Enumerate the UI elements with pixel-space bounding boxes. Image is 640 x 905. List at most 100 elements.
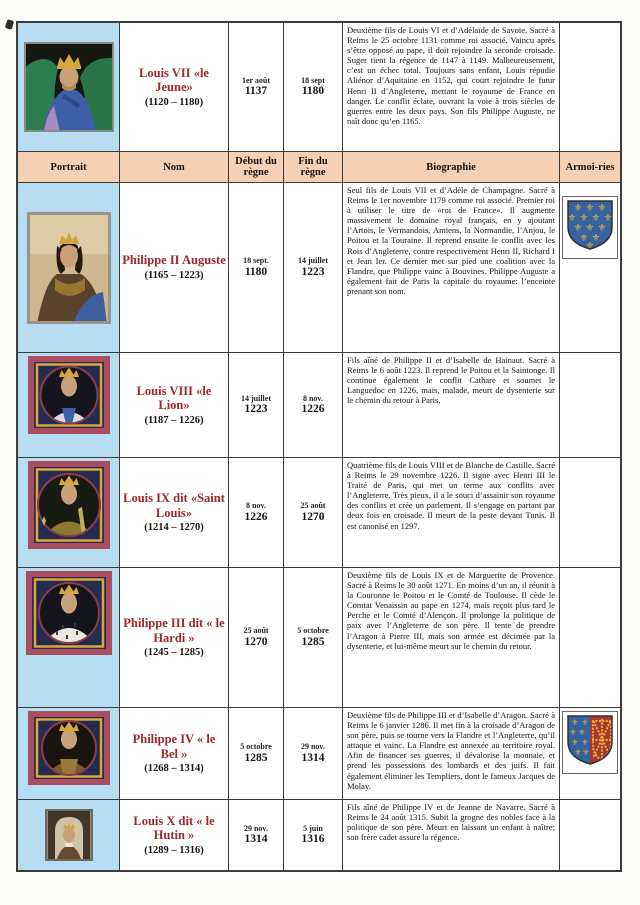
name-cell-louis-viii: Louis VIII «le Lion» (1187 – 1226): [120, 353, 229, 457]
france-navarre-shield-icon: ⚜ ⚜ ⚜ ⚜ ⚜ ⚜ ⚜ ⚜: [567, 715, 613, 765]
reign-end-day: 25 août: [300, 501, 326, 511]
table-row-philippe-iv: Philippe IV « le Bel » (1268 – 1314) 5 o…: [18, 708, 620, 800]
king-name: Philippe II Auguste: [122, 253, 226, 268]
header-biographie: Biographie: [343, 152, 560, 182]
svg-text:⚜: ⚜: [574, 203, 583, 214]
svg-text:⚜: ⚜: [582, 748, 589, 757]
portrait-philippe-iv-image: [27, 711, 110, 785]
svg-text:⚜: ⚜: [581, 738, 588, 747]
svg-text:⚜: ⚜: [571, 718, 578, 727]
name-cell-philippe-iv: Philippe IV « le Bel » (1268 – 1314): [120, 708, 229, 799]
king-life-years: (1214 – 1270): [144, 522, 204, 533]
reign-start-year: 1137: [244, 85, 268, 98]
king-name: Louis VII «le Jeune»: [139, 65, 209, 95]
reign-start-year: 1270: [244, 635, 268, 648]
arms-cell-louis-ix: [560, 458, 620, 567]
svg-text:⚜: ⚜: [581, 718, 588, 727]
arms-cell-louis-vii: [560, 23, 620, 151]
header-portrait: Portrait: [18, 152, 120, 182]
reign-start-cell-philippe-ii: 18 sept. 1180: [229, 183, 284, 352]
reign-start-year: 1226: [244, 510, 268, 523]
arms-image-frame: ⚜ ⚜ ⚜ ⚜ ⚜ ⚜ ⚜ ⚜: [562, 711, 618, 774]
king-name: Louis VIII «le Lion»: [136, 383, 212, 413]
biography-text: Seul fils de Louis VII et d’Adèle de Cha…: [347, 185, 555, 296]
table-row-louis-vii: Louis VII «le Jeune» (1120 – 1180) 1er a…: [18, 23, 620, 152]
biography-cell-louis-ix: Quatrième fils de Louis VIII et de Blanc…: [343, 458, 560, 567]
arms-image-frame: ⚜ ⚜ ⚜ ⚜ ⚜ ⚜ ⚜ ⚜ ⚜ ⚜ ⚜ ⚜ ⚜: [562, 196, 618, 259]
reign-end-day: 8 nov.: [302, 393, 323, 403]
biography-cell-louis-x: Fils aîné de Philippe IV et de Jeanne de…: [343, 800, 560, 870]
portrait-louis-viii-image: [27, 356, 110, 434]
table-row-louis-x: Louis X dit « le Hutin » (1289 – 1316) 2…: [18, 800, 620, 870]
reign-start-day: 5 octobre: [240, 742, 272, 752]
reign-end-cell-philippe-iii: 5 octobre 1285: [284, 568, 343, 707]
reign-start-day: 14 juillet: [241, 393, 271, 403]
arms-cell-philippe-iv: ⚜ ⚜ ⚜ ⚜ ⚜ ⚜ ⚜ ⚜: [560, 708, 620, 799]
portrait-cell-louis-ix: [18, 458, 120, 567]
king-life-years: (1268 – 1314): [144, 763, 204, 774]
svg-text:⚜: ⚜: [604, 213, 613, 224]
portrait-cell-louis-x: [18, 800, 120, 870]
biography-text: Deuxième fils de Louis IX et de Margueri…: [347, 570, 555, 651]
portrait-louis-vii-image: [23, 42, 114, 132]
name-cell-louis-vii: Louis VII «le Jeune» (1120 – 1180): [120, 23, 229, 151]
reign-end-year: 1180: [301, 85, 325, 98]
biography-cell-louis-vii: Deuxième fils de Louis VI et d’Adélaïde …: [343, 23, 560, 151]
reign-end-day: 5 juin: [303, 823, 323, 833]
header-debut-regne: Début du règne: [229, 152, 284, 182]
reign-end-year: 1270: [301, 510, 325, 523]
reign-end-year: 1316: [301, 833, 325, 846]
name-cell-philippe-ii: Philippe II Auguste (1165 – 1223): [120, 183, 229, 352]
portrait-cell-philippe-iii: [18, 568, 120, 707]
reign-start-cell-philippe-iii: 25 août 1270: [229, 568, 284, 707]
portrait-cell-philippe-ii: [18, 183, 120, 352]
svg-text:⚜: ⚜: [586, 203, 595, 214]
reign-end-year: 1285: [301, 635, 325, 648]
arms-cell-louis-x: [560, 800, 620, 870]
reign-end-cell-philippe-iv: 29 nov. 1314: [284, 708, 343, 799]
reign-end-cell-louis-viii: 8 nov. 1226: [284, 353, 343, 457]
header-armoiries: Armoi-ries: [560, 152, 620, 182]
kings-of-france-table: Louis VII «le Jeune» (1120 – 1180) 1er a…: [16, 21, 622, 872]
reign-end-year: 1226: [301, 403, 325, 416]
name-cell-philippe-iii: Philippe III dit « le Hardi » (1245 – 12…: [120, 568, 229, 707]
reign-end-day: 18 sept: [301, 75, 325, 85]
header-fin-regne: Fin du règne: [284, 152, 343, 182]
svg-text:⚜: ⚜: [598, 223, 607, 234]
reign-start-day: 1er août: [241, 75, 271, 85]
king-name: Louis IX dit «Saint Louis»: [123, 491, 225, 520]
arms-cell-philippe-ii: ⚜ ⚜ ⚜ ⚜ ⚜ ⚜ ⚜ ⚜ ⚜ ⚜ ⚜ ⚜ ⚜: [560, 183, 620, 352]
king-life-years: (1187 – 1226): [144, 414, 204, 426]
reign-start-year: 1285: [244, 751, 268, 764]
svg-text:⚜: ⚜: [569, 728, 576, 737]
king-life-years: (1245 – 1285): [144, 647, 204, 658]
reign-start-cell-louis-viii: 14 juillet 1223: [229, 353, 284, 457]
reign-end-day: 5 octobre: [297, 626, 329, 636]
reign-end-day: 29 nov.: [300, 742, 325, 752]
reign-start-day: 25 août: [243, 626, 269, 636]
name-cell-louis-ix: Louis IX dit «Saint Louis» (1214 – 1270): [120, 458, 229, 567]
reign-end-day: 14 juillet: [298, 256, 328, 266]
king-life-years: (1289 – 1316): [144, 844, 204, 856]
reign-start-year: 1180: [244, 265, 268, 278]
portrait-cell-louis-viii: [18, 353, 120, 457]
svg-text:⚜: ⚜: [574, 223, 583, 234]
reign-end-cell-louis-x: 5 juin 1316: [284, 800, 343, 870]
table-header-row: Portrait Nom Début du règne Fin du règne…: [18, 152, 620, 183]
svg-text:⚜: ⚜: [578, 728, 585, 737]
biography-text: Fils aîné de Philippe II et d’Isabelle d…: [347, 355, 555, 406]
reign-start-day: 29 nov.: [243, 823, 268, 833]
svg-text:⚜: ⚜: [574, 748, 581, 757]
france-ancien-shield-icon: ⚜ ⚜ ⚜ ⚜ ⚜ ⚜ ⚜ ⚜ ⚜ ⚜ ⚜ ⚜ ⚜: [567, 200, 613, 250]
portrait-philippe-iii-image: [25, 571, 112, 655]
name-cell-louis-x: Louis X dit « le Hutin » (1289 – 1316): [120, 800, 229, 870]
header-nom: Nom: [120, 152, 229, 182]
biography-text: Quatrième fils de Louis VIII et de Blanc…: [347, 460, 555, 531]
reign-end-cell-philippe-ii: 14 juillet 1223: [284, 183, 343, 352]
scan-artifact: [4, 19, 15, 30]
portrait-cell-philippe-iv: [18, 708, 120, 799]
king-name: Philippe IV « le Bel »: [132, 732, 216, 761]
reign-end-cell-louis-vii: 18 sept 1180: [284, 23, 343, 151]
biography-text: Deuxième fils de Philippe III et d’Isabe…: [347, 710, 555, 791]
